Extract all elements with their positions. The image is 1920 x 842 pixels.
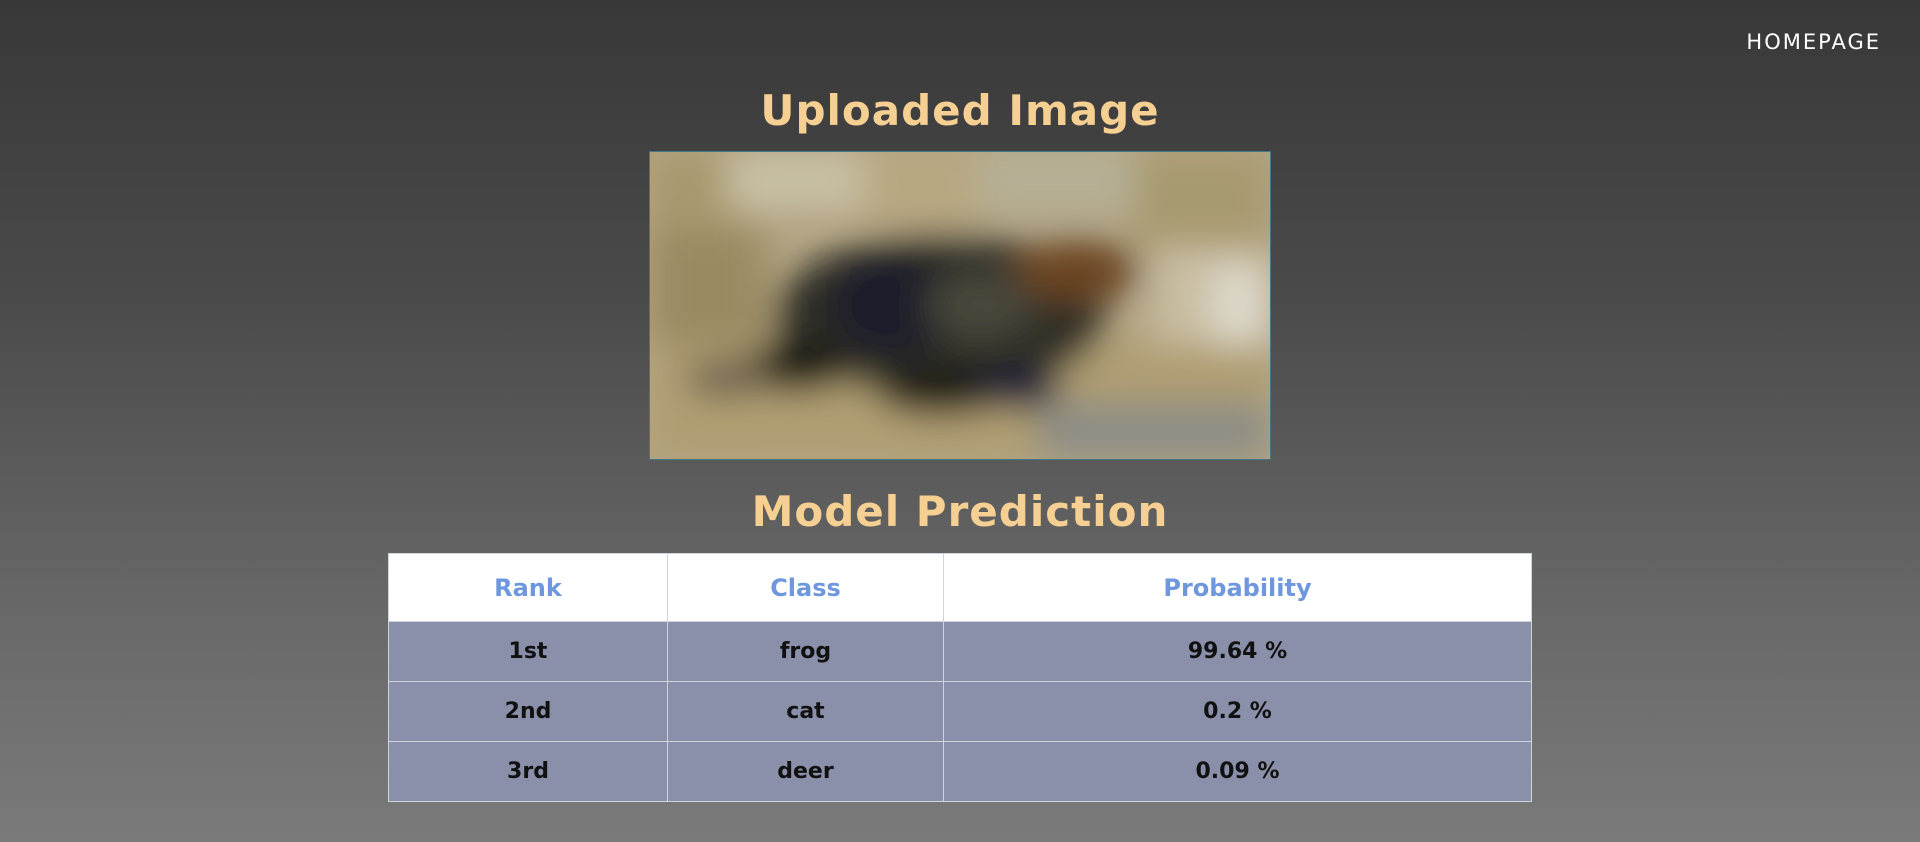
class-cell: cat bbox=[667, 681, 944, 742]
probability-cell: 0.09 % bbox=[943, 741, 1532, 802]
probability-header: Probability bbox=[943, 553, 1532, 622]
probability-cell: 0.2 % bbox=[943, 681, 1532, 742]
prediction-table: Rank Class Probability 1st frog 99.64 % … bbox=[388, 553, 1532, 802]
table-row: 1st frog 99.64 % bbox=[388, 621, 1532, 682]
rank-cell: 3rd bbox=[388, 741, 668, 802]
uploaded-image-title: Uploaded Image bbox=[760, 86, 1160, 135]
class-cell: deer bbox=[667, 741, 944, 802]
table-row: 3rd deer 0.09 % bbox=[388, 741, 1532, 802]
rank-header: Rank bbox=[388, 553, 668, 622]
class-header: Class bbox=[667, 553, 944, 622]
probability-cell: 99.64 % bbox=[943, 621, 1532, 682]
rank-cell: 2nd bbox=[388, 681, 668, 742]
homepage-link[interactable]: HOMEPAGE bbox=[1746, 30, 1881, 54]
rank-cell: 1st bbox=[388, 621, 668, 682]
model-prediction-title: Model Prediction bbox=[751, 487, 1169, 536]
table-row: 2nd cat 0.2 % bbox=[388, 681, 1532, 742]
uploaded-image bbox=[649, 151, 1271, 460]
class-cell: frog bbox=[667, 621, 944, 682]
table-header-row: Rank Class Probability bbox=[388, 553, 1532, 622]
uploaded-image-pixels bbox=[650, 152, 1270, 459]
